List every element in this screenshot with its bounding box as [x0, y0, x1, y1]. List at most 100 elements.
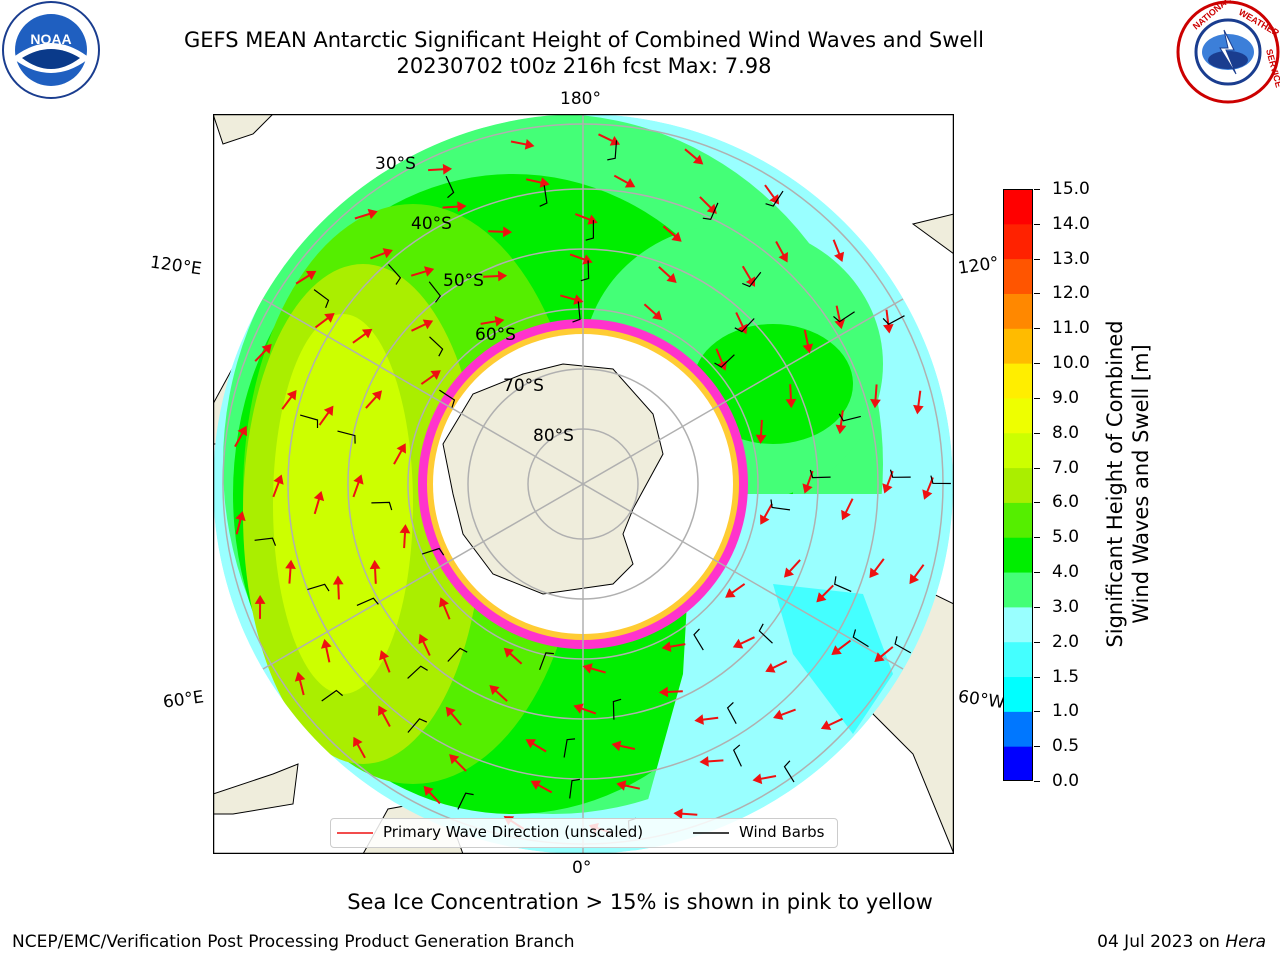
- wave-arrow-head: [353, 474, 364, 485]
- colorbar-label-line2: Wind Waves and Swell [m]: [1129, 344, 1153, 624]
- wind-barb: [894, 636, 912, 654]
- wave-arrow-head: [530, 780, 542, 790]
- colorbar-tick-label: 2.0: [1052, 631, 1080, 652]
- colorbar-segment: [1003, 189, 1033, 225]
- colorbar-segment: [1003, 363, 1033, 399]
- wave-arrow-head: [773, 709, 784, 720]
- wave-arrow-head: [378, 705, 388, 716]
- colorbar-tick-mark: [1034, 572, 1040, 574]
- wind-barb: [539, 652, 554, 671]
- wave-direction-legend-line: [337, 832, 373, 834]
- wind-barb: [254, 537, 277, 546]
- svg-text:NOAA: NOAA: [30, 31, 71, 47]
- lon-label-0: 0°: [572, 858, 592, 878]
- colorbar-segment: [1003, 328, 1033, 364]
- wind-barb: [612, 698, 622, 720]
- wind-barb: [337, 430, 356, 444]
- footer-branch: NCEP/EMC/Verification Post Processing Pr…: [12, 932, 575, 952]
- wind-barb: [758, 623, 773, 644]
- wind-barb: [783, 760, 795, 783]
- wave-arrow-head: [237, 425, 247, 437]
- wave-arrow-head: [424, 266, 435, 277]
- colorbar-tick-mark: [1034, 223, 1040, 225]
- wind-barb: [387, 263, 402, 285]
- map-legend: Primary Wave Direction (unscaled) Wind B…: [330, 818, 838, 848]
- colorbar-segment: [1003, 293, 1033, 329]
- colorbar-segment: [1003, 572, 1033, 608]
- wave-arrow-head: [922, 489, 933, 500]
- wave-arrow-head: [438, 597, 449, 608]
- wind-barb: [447, 647, 468, 662]
- wind-barb: [421, 547, 445, 556]
- wave-arrow-head: [361, 328, 373, 339]
- lon-label-120e: 120°E: [148, 252, 203, 280]
- colorbar-tick-label: 1.0: [1052, 701, 1080, 722]
- wind-barb: [407, 665, 428, 679]
- wave-arrow-head: [294, 671, 306, 682]
- colorbar-segment: [1003, 676, 1033, 712]
- colorbar-tick-label: 11.0: [1052, 318, 1090, 339]
- wind-barb: [809, 469, 831, 479]
- colorbar-tick-mark: [1034, 537, 1040, 539]
- colorbar-tick-label: 15.0: [1052, 179, 1090, 199]
- wind-barb: [307, 583, 330, 592]
- wave-arrow-head: [816, 592, 827, 603]
- wind-barb: [882, 315, 905, 325]
- wave-arrow-head: [658, 686, 669, 698]
- wave-arrow-head: [418, 633, 429, 645]
- colorbar-tick-label: 0.0: [1052, 771, 1080, 791]
- wave-arrow-head: [261, 343, 272, 355]
- chart-title: GEFS MEAN Antarctic Significant Height o…: [183, 28, 985, 52]
- wave-arrow-head: [445, 706, 456, 718]
- colorbar-segment: [1003, 711, 1033, 747]
- wave-arrow-head: [755, 434, 767, 444]
- wave-arrow-head: [273, 474, 284, 485]
- wind-barb: [734, 318, 755, 333]
- colorbar-segment: [1003, 606, 1033, 643]
- colorbar-tick-mark: [1034, 711, 1040, 713]
- wave-arrow-head: [313, 490, 325, 502]
- colorbar-tick-label: 8.0: [1052, 422, 1080, 443]
- wave-arrow-head: [652, 310, 663, 321]
- wave-arrow-head: [285, 559, 296, 570]
- wind-barb: [563, 738, 576, 758]
- wave-arrow-head: [820, 720, 832, 730]
- colorbar-label-line1: Significant Height of Combined: [1103, 320, 1127, 648]
- wind-barb: [569, 778, 580, 799]
- colorbar-tick-mark: [1034, 432, 1040, 434]
- wave-arrow-head: [666, 273, 677, 284]
- wave-arrow-head: [831, 645, 842, 655]
- wind-barb: [693, 628, 704, 651]
- wave-arrow-head: [752, 773, 763, 785]
- wave-arrow-head: [582, 663, 593, 674]
- wave-arrow-head: [324, 313, 335, 323]
- lat-label-80s: 80°S: [533, 426, 574, 446]
- wave-arrow-head: [611, 740, 622, 752]
- wind-barb: [607, 140, 618, 161]
- colorbar-segment: [1003, 223, 1033, 260]
- wind-barb: [572, 301, 581, 323]
- wave-arrow-head: [430, 370, 441, 380]
- wave-arrow-head: [778, 252, 788, 263]
- colorbar-tick-mark: [1034, 363, 1040, 365]
- colorbar-tick-label: 1.5: [1052, 666, 1080, 687]
- wind-barb: [445, 175, 455, 199]
- wave-arrow-head: [235, 511, 246, 522]
- wind-barb: [371, 501, 393, 511]
- wave-arrow-head: [616, 780, 627, 791]
- footer-date: 04 Jul 2023 on Hera: [1097, 932, 1266, 952]
- wave-arrow-head: [367, 208, 378, 220]
- wind-barb: [726, 701, 737, 724]
- wave-arrow-head: [254, 594, 266, 604]
- colorbar-tick-mark: [1034, 746, 1040, 748]
- wave-arrow-head: [582, 254, 593, 265]
- wave-arrow-head: [422, 319, 434, 330]
- colorbar-segment: [1003, 537, 1033, 573]
- wave-arrow-head: [882, 483, 893, 494]
- wind-barb: [732, 744, 742, 767]
- wave-field: [213, 114, 953, 854]
- wind-barb: [539, 185, 548, 207]
- wind-barb: [429, 336, 444, 357]
- nws-logo: NATIONAL WEATHER SERVICE: [1176, 0, 1280, 104]
- legend-wave-direction: Primary Wave Direction (unscaled): [383, 823, 644, 841]
